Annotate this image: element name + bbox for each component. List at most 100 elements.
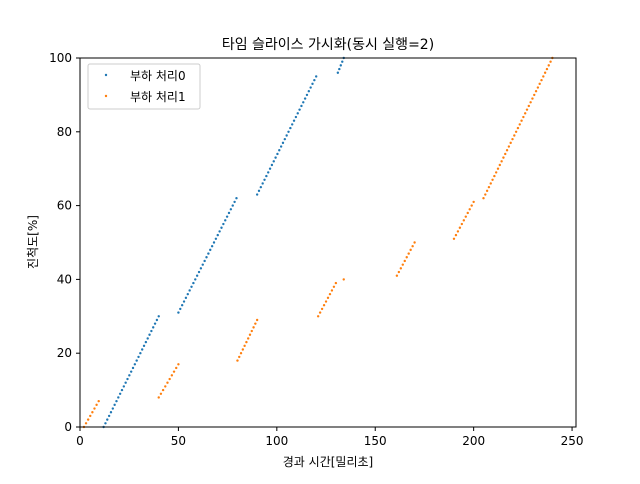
data-point-load-0: [144, 340, 148, 344]
x-tick-label: 50: [171, 434, 186, 448]
data-point-load-1: [542, 75, 545, 78]
data-point-load-1: [472, 200, 475, 204]
data-point-load-0: [222, 222, 225, 226]
data-point-load-1: [491, 178, 494, 181]
data-point-load-0: [128, 374, 131, 377]
data-point-load-1: [252, 326, 255, 329]
data-point-load-1: [239, 352, 243, 355]
data-point-load-0: [255, 193, 259, 196]
data-point-load-0: [281, 141, 285, 145]
data-point-load-1: [489, 182, 492, 185]
data-point-load-0: [224, 219, 227, 222]
data-point-load-1: [159, 392, 163, 395]
data-point-load-1: [328, 292, 332, 296]
data-point-load-1: [236, 359, 239, 362]
data-point-load-0: [272, 160, 275, 163]
data-point-load-1: [458, 226, 462, 229]
data-point-load-1: [326, 296, 330, 300]
data-point-load-0: [182, 300, 186, 303]
data-point-load-1: [547, 64, 550, 67]
data-point-load-1: [533, 93, 536, 97]
data-point-load-0: [186, 292, 189, 296]
data-point-load-0: [261, 182, 264, 185]
data-point-load-0: [197, 270, 201, 274]
data-point-load-0: [195, 274, 199, 277]
data-point-load-0: [129, 370, 133, 373]
data-point-load-0: [259, 185, 263, 189]
plot-points: [82, 56, 554, 429]
data-point-load-1: [523, 112, 527, 115]
data-point-load-0: [214, 237, 218, 241]
data-point-load-0: [126, 377, 129, 381]
data-point-load-0: [157, 315, 160, 318]
data-point-load-0: [180, 304, 184, 307]
data-point-load-0: [212, 241, 216, 244]
data-point-load-0: [155, 318, 159, 322]
data-point-load-0: [107, 414, 111, 418]
y-axis-label: 진척도[%]: [26, 215, 40, 269]
data-point-load-0: [267, 171, 270, 174]
data-point-load-1: [464, 215, 467, 218]
data-point-load-1: [324, 300, 328, 303]
data-point-load-1: [246, 337, 250, 340]
legend-label-load-0: 부하 처리0: [130, 69, 186, 83]
data-point-load-1: [513, 134, 516, 137]
data-point-load-1: [498, 163, 502, 167]
data-point-load-1: [538, 82, 541, 86]
x-tick-label: 150: [364, 434, 387, 448]
data-point-load-0: [278, 149, 281, 152]
data-point-load-1: [97, 399, 100, 403]
data-point-load-0: [124, 381, 127, 384]
data-point-load-1: [316, 315, 320, 318]
data-point-load-0: [118, 392, 122, 395]
y-axis: 0 20 40 60 80 100: [49, 51, 80, 434]
data-point-load-0: [150, 329, 153, 333]
plot-frame: [79, 57, 577, 428]
data-point-load-0: [300, 104, 303, 108]
data-point-load-0: [225, 215, 229, 218]
data-point-load-0: [106, 418, 109, 421]
data-point-load-0: [115, 399, 118, 403]
data-point-load-1: [527, 104, 531, 108]
data-point-load-1: [161, 388, 165, 392]
data-point-load-1: [332, 285, 336, 288]
data-point-load-1: [502, 156, 505, 159]
data-point-load-0: [111, 407, 115, 410]
data-point-load-0: [229, 208, 233, 211]
data-point-load-0: [235, 197, 238, 200]
data-point-load-1: [89, 414, 92, 418]
data-point-load-1: [407, 252, 410, 255]
data-point-load-1: [93, 407, 96, 410]
data-point-load-1: [250, 329, 253, 333]
data-point-load-1: [330, 289, 334, 292]
data-point-load-0: [220, 226, 223, 229]
data-point-load-0: [104, 422, 107, 425]
data-point-load-0: [227, 211, 231, 215]
data-point-load-0: [283, 137, 287, 141]
data-point-load-1: [496, 167, 500, 170]
data-point-load-0: [231, 204, 234, 207]
data-point-load-1: [91, 411, 94, 414]
data-point-load-1: [170, 374, 174, 377]
y-tick-label: 80: [57, 125, 72, 139]
data-point-load-1: [411, 244, 414, 248]
data-point-load-1: [466, 211, 469, 215]
data-point-load-0: [194, 278, 197, 281]
data-point-load-0: [257, 189, 261, 193]
legend-marker-load-0: [104, 73, 108, 77]
data-point-load-0: [341, 60, 344, 63]
y-tick-label: 60: [57, 199, 72, 213]
data-point-load-1: [504, 152, 507, 156]
data-point-load-1: [248, 333, 252, 336]
data-point-load-1: [505, 149, 509, 152]
data-point-load-0: [307, 90, 311, 93]
data-point-load-0: [314, 75, 318, 78]
data-point-load-0: [190, 285, 193, 288]
data-point-load-0: [109, 411, 113, 414]
data-point-load-1: [500, 160, 503, 163]
data-point-load-0: [296, 112, 299, 115]
data-point-load-0: [338, 67, 341, 71]
x-tick-label: 200: [462, 434, 485, 448]
x-axis-label: 경과 시간[밀리초]: [283, 455, 373, 469]
data-point-load-0: [117, 396, 120, 399]
